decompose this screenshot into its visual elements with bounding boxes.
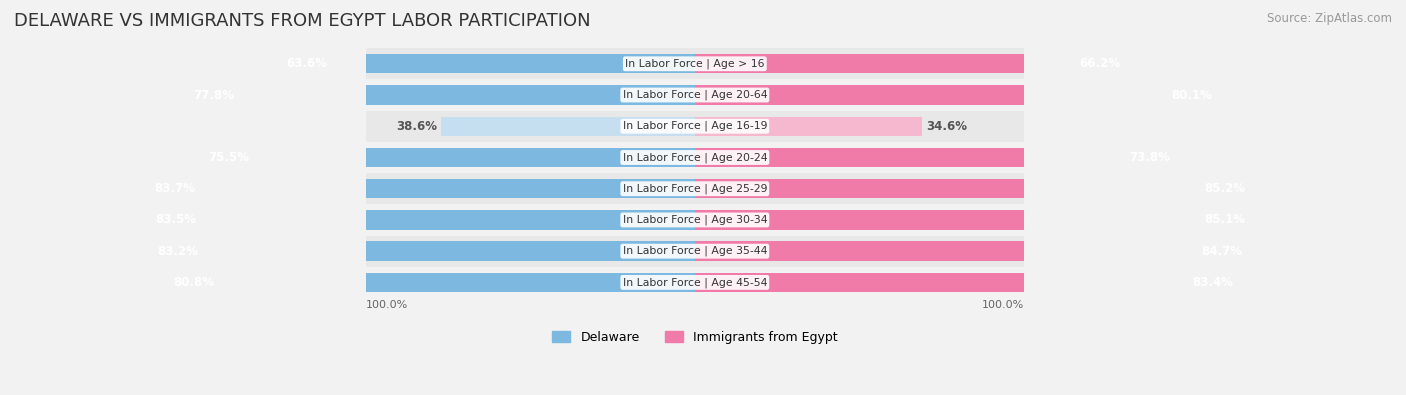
Bar xyxy=(695,85,1222,105)
Text: 83.5%: 83.5% xyxy=(155,213,197,226)
Text: 75.5%: 75.5% xyxy=(208,151,249,164)
Text: Source: ZipAtlas.com: Source: ZipAtlas.com xyxy=(1267,12,1392,25)
Bar xyxy=(148,241,695,261)
Text: 73.8%: 73.8% xyxy=(1129,151,1171,164)
Bar xyxy=(366,267,1024,298)
Bar xyxy=(366,111,1024,142)
Text: 38.6%: 38.6% xyxy=(396,120,437,133)
Text: 84.7%: 84.7% xyxy=(1201,245,1243,258)
Text: 80.8%: 80.8% xyxy=(173,276,214,289)
Text: 83.4%: 83.4% xyxy=(1192,276,1233,289)
Text: In Labor Force | Age 25-29: In Labor Force | Age 25-29 xyxy=(623,183,768,194)
Bar xyxy=(366,142,1024,173)
Bar xyxy=(183,85,695,105)
Text: 83.2%: 83.2% xyxy=(157,245,198,258)
Bar xyxy=(163,273,695,292)
Text: 77.8%: 77.8% xyxy=(193,88,233,102)
Bar xyxy=(695,54,1130,73)
Text: 80.1%: 80.1% xyxy=(1171,88,1212,102)
Text: 63.6%: 63.6% xyxy=(287,57,328,70)
Bar xyxy=(695,210,1254,229)
Text: 85.2%: 85.2% xyxy=(1205,182,1246,195)
Text: DELAWARE VS IMMIGRANTS FROM EGYPT LABOR PARTICIPATION: DELAWARE VS IMMIGRANTS FROM EGYPT LABOR … xyxy=(14,12,591,30)
Bar xyxy=(145,179,695,198)
Text: In Labor Force | Age 20-64: In Labor Force | Age 20-64 xyxy=(623,90,768,100)
Bar xyxy=(366,235,1024,267)
Text: 34.6%: 34.6% xyxy=(925,120,967,133)
Text: 66.2%: 66.2% xyxy=(1080,57,1121,70)
Bar xyxy=(198,148,695,167)
Text: 100.0%: 100.0% xyxy=(981,299,1024,310)
Text: In Labor Force | Age 45-54: In Labor Force | Age 45-54 xyxy=(623,277,768,288)
Legend: Delaware, Immigrants from Egypt: Delaware, Immigrants from Egypt xyxy=(547,326,844,349)
Bar xyxy=(366,48,1024,79)
Bar xyxy=(441,117,695,136)
Text: In Labor Force | Age > 16: In Labor Force | Age > 16 xyxy=(626,58,765,69)
Bar xyxy=(277,54,695,73)
Bar xyxy=(145,210,695,229)
Bar xyxy=(366,173,1024,204)
Text: In Labor Force | Age 35-44: In Labor Force | Age 35-44 xyxy=(623,246,768,256)
Bar xyxy=(695,148,1181,167)
Bar xyxy=(366,79,1024,111)
Text: In Labor Force | Age 16-19: In Labor Force | Age 16-19 xyxy=(623,121,768,132)
Text: 100.0%: 100.0% xyxy=(366,299,408,310)
Bar xyxy=(695,179,1256,198)
Bar xyxy=(695,241,1253,261)
Bar xyxy=(366,204,1024,235)
Text: 83.7%: 83.7% xyxy=(155,182,195,195)
Bar xyxy=(695,117,922,136)
Text: 85.1%: 85.1% xyxy=(1204,213,1244,226)
Bar xyxy=(695,273,1243,292)
Text: In Labor Force | Age 20-24: In Labor Force | Age 20-24 xyxy=(623,152,768,163)
Text: In Labor Force | Age 30-34: In Labor Force | Age 30-34 xyxy=(623,215,768,225)
